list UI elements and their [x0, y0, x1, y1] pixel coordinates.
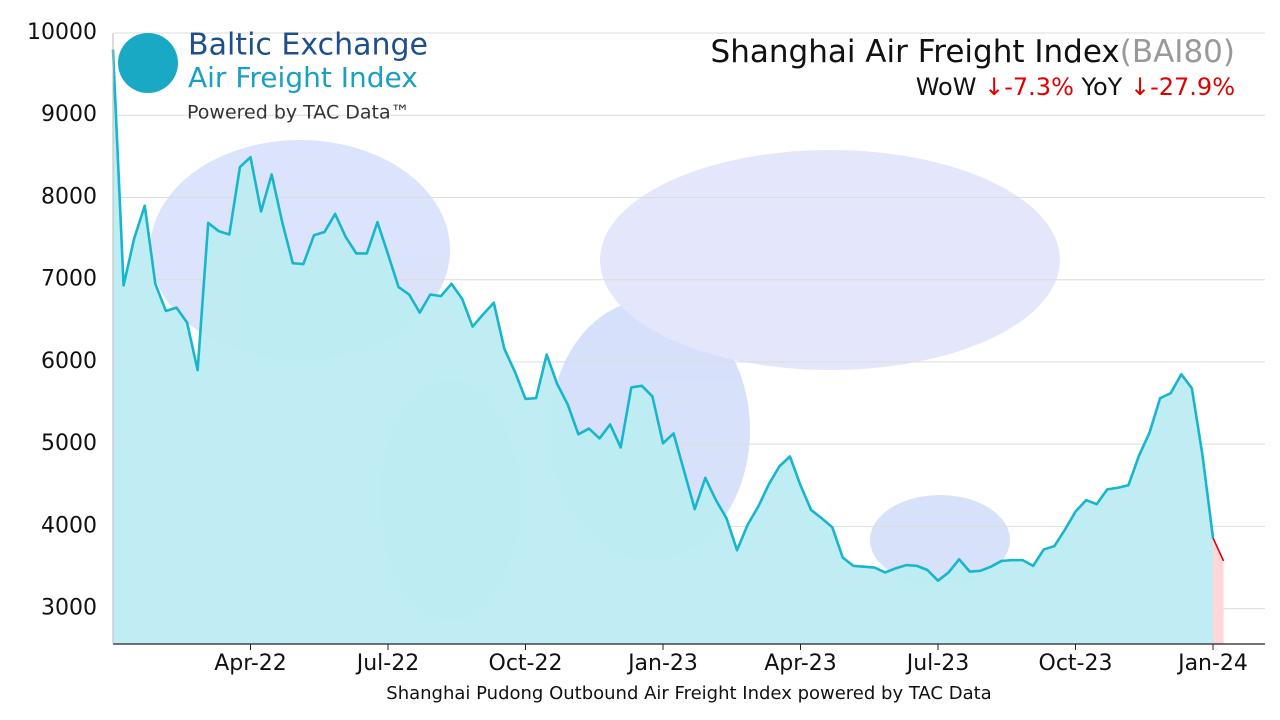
y-tick-label: 4000 — [41, 513, 97, 538]
x-tick-label: Jul-23 — [905, 651, 969, 676]
area — [113, 49, 1214, 644]
y-tick-label: 3000 — [41, 596, 97, 621]
line — [111, 49, 1215, 582]
y-tick-label: 5000 — [41, 431, 97, 456]
stat-label: YoY — [1081, 73, 1123, 101]
chart-title: Shanghai Air Freight Index(BAI80) — [711, 34, 1235, 70]
logo-icon — [118, 33, 178, 93]
y-tick-label: 10000 — [27, 20, 97, 45]
y-tick-label: 6000 — [41, 349, 97, 374]
last-line — [1212, 537, 1225, 562]
stat-change: ↓-7.3% — [984, 73, 1074, 101]
title-suffix: (BAI80) — [1120, 34, 1235, 70]
y-tick-label: 8000 — [41, 184, 97, 209]
y-tick-label: 7000 — [41, 267, 97, 292]
title-main: Shanghai Air Freight Index — [711, 34, 1120, 70]
logo-title: Baltic Exchange — [188, 28, 428, 63]
y-tick-label: 9000 — [41, 102, 97, 127]
x-tick-label: Apr-23 — [764, 651, 837, 676]
stats: WoW ↓-7.3% YoY ↓-27.9% — [916, 73, 1235, 101]
x-tick-label: Oct-23 — [1039, 651, 1113, 676]
x-tick-label: Jan-23 — [626, 651, 698, 676]
x-axis-label: Shanghai Pudong Outbound Air Freight Ind… — [386, 683, 991, 704]
logo-tagline: Powered by TAC Data™ — [187, 102, 410, 124]
logo: Baltic Exchange Air Freight Index Powere… — [118, 28, 428, 124]
x-tick-label: Oct-22 — [489, 651, 563, 676]
x-tick-label: Jan-24 — [1176, 651, 1248, 676]
logo-subtitle: Air Freight Index — [188, 61, 418, 94]
x-tick-label: Jul-22 — [355, 651, 419, 676]
stat-label: WoW — [916, 73, 977, 101]
last-area — [1213, 537, 1224, 644]
x-tick-label: Apr-22 — [214, 651, 287, 676]
stat-change: ↓-27.9% — [1130, 73, 1235, 101]
